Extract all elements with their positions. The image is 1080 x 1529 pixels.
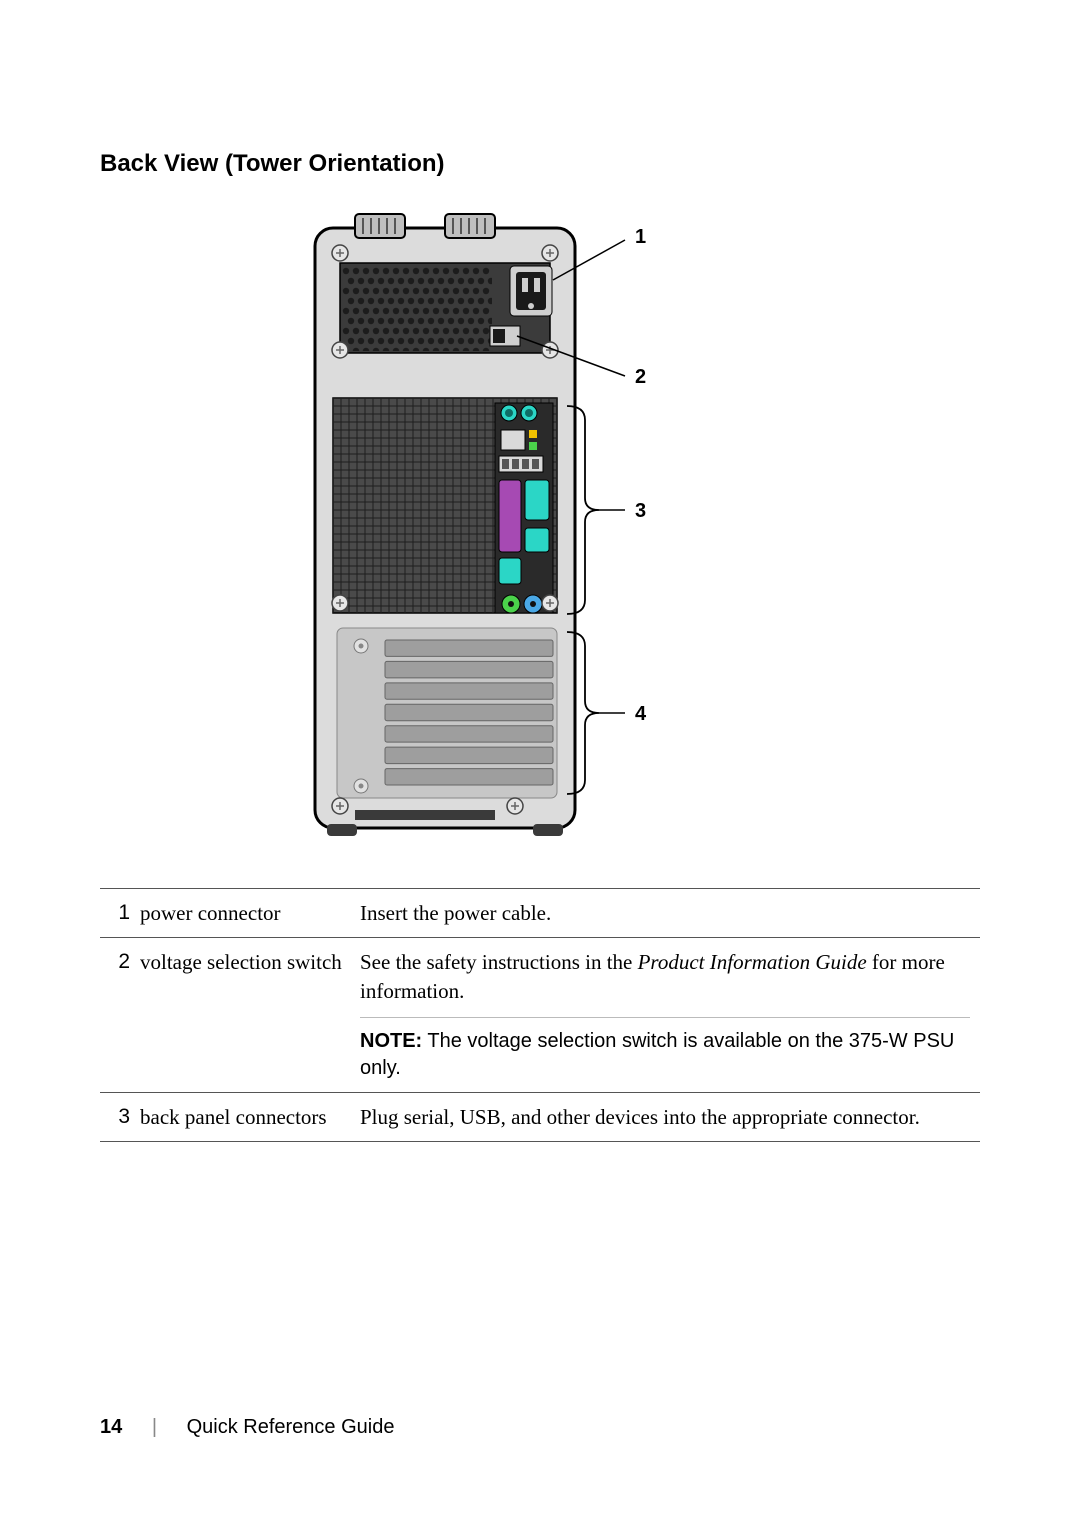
row-desc: See the safety instructions in the Produ… [360,938,980,1093]
footer-book-title: Quick Reference Guide [187,1416,395,1438]
note-label: NOTE: [360,1030,422,1052]
row-num: 1 [100,889,140,938]
callout-4: 4 [635,703,646,726]
note-text: The voltage selection switch is availabl… [360,1030,954,1079]
row-desc: Insert the power cable. [360,889,980,938]
diagram-wrap: 1 2 3 4 [100,208,980,848]
section-title: Back View (Tower Orientation) [100,150,980,178]
table-row: 2 voltage selection switch See the safet… [100,938,980,1093]
row-name: back panel connectors [140,1093,360,1142]
row-desc: Plug serial, USB, and other devices into… [360,1093,980,1142]
note-block: NOTE: The voltage selection switch is av… [360,1017,970,1082]
desc-em: Product Information Guide [638,950,867,974]
row-name: voltage selection switch [140,938,360,1093]
table-row: 3 back panel connectors Plug serial, USB… [100,1093,980,1142]
page-footer: 14 | Quick Reference Guide [100,1416,394,1439]
page-number: 14 [100,1416,122,1438]
desc-pre: See the safety instructions in the [360,950,638,974]
callout-2: 2 [635,366,646,389]
row-num: 2 [100,938,140,1093]
callout-1: 1 [635,226,646,249]
tower-back-illustration [285,208,795,848]
diagram: 1 2 3 4 [285,208,795,848]
row-num: 3 [100,1093,140,1142]
row-name: power connector [140,889,360,938]
legend-table: 1 power connector Insert the power cable… [100,888,980,1142]
table-row: 1 power connector Insert the power cable… [100,889,980,938]
footer-divider: | [152,1416,157,1438]
callout-3: 3 [635,500,646,523]
